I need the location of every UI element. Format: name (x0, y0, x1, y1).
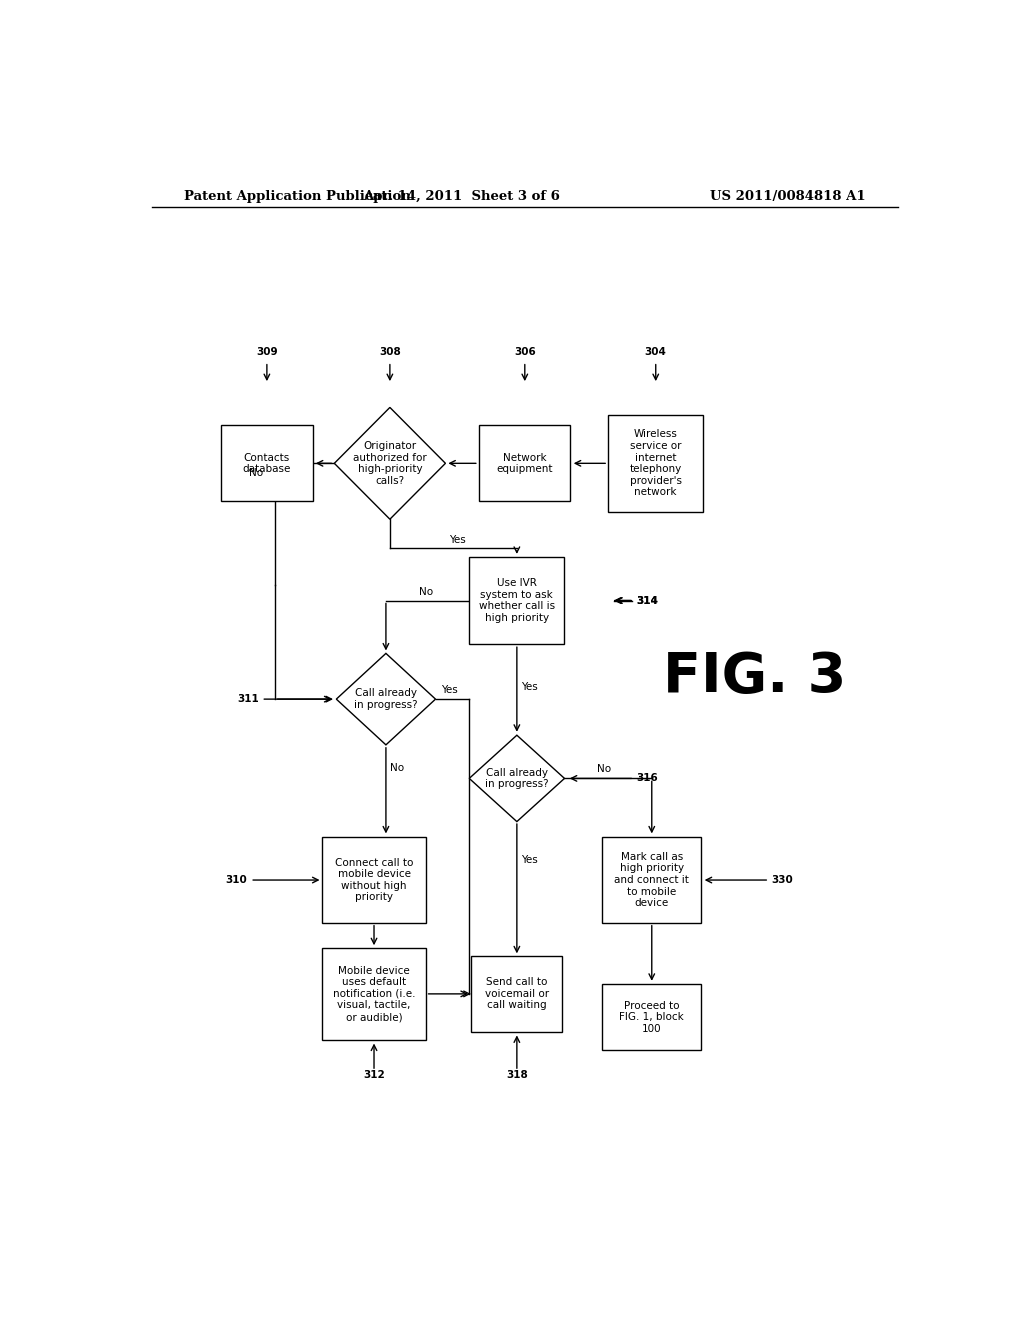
Text: 330: 330 (771, 875, 793, 884)
Text: 310: 310 (225, 875, 247, 884)
FancyBboxPatch shape (602, 837, 701, 923)
Text: 311: 311 (238, 694, 259, 704)
Text: Originator
authorized for
high-priority
calls?: Originator authorized for high-priority … (353, 441, 427, 486)
Text: Yes: Yes (521, 855, 538, 865)
FancyBboxPatch shape (469, 557, 564, 644)
Text: Yes: Yes (441, 685, 458, 696)
Text: 314: 314 (636, 595, 657, 606)
Text: Send call to
voicemail or
call waiting: Send call to voicemail or call waiting (484, 977, 549, 1011)
FancyBboxPatch shape (602, 985, 701, 1051)
Text: Use IVR
system to ask
whether call is
high priority: Use IVR system to ask whether call is hi… (479, 578, 555, 623)
Text: 306: 306 (514, 347, 536, 356)
Text: 318: 318 (506, 1071, 527, 1080)
Polygon shape (469, 735, 564, 821)
FancyBboxPatch shape (608, 414, 703, 512)
Text: Mark call as
high priority
and connect it
to mobile
device: Mark call as high priority and connect i… (614, 851, 689, 908)
Text: No: No (390, 763, 404, 774)
Text: 304: 304 (645, 347, 667, 356)
Text: Proceed to
FIG. 1, block
100: Proceed to FIG. 1, block 100 (620, 1001, 684, 1034)
FancyBboxPatch shape (323, 948, 426, 1040)
Text: No: No (597, 764, 611, 775)
Text: Yes: Yes (449, 535, 466, 545)
Polygon shape (334, 408, 445, 519)
Text: Call already
in progress?: Call already in progress? (354, 688, 418, 710)
FancyBboxPatch shape (221, 425, 312, 502)
Text: US 2011/0084818 A1: US 2011/0084818 A1 (711, 190, 866, 202)
Text: Patent Application Publication: Patent Application Publication (183, 190, 411, 202)
Text: 316: 316 (636, 774, 657, 783)
Text: 312: 312 (364, 1071, 385, 1080)
Text: 314: 314 (636, 595, 657, 606)
FancyBboxPatch shape (323, 837, 426, 923)
Text: No: No (249, 469, 263, 478)
Text: No: No (419, 587, 433, 598)
Polygon shape (336, 653, 435, 744)
Text: Network
equipment: Network equipment (497, 453, 553, 474)
Text: Yes: Yes (521, 682, 538, 692)
Text: Mobile device
uses default
notification (i.e.
visual, tactile,
or audible): Mobile device uses default notification … (333, 966, 416, 1022)
Text: Wireless
service or
internet
telephony
provider's
network: Wireless service or internet telephony p… (630, 429, 682, 498)
Text: Connect call to
mobile device
without high
priority: Connect call to mobile device without hi… (335, 858, 414, 903)
Text: 309: 309 (256, 347, 278, 356)
Text: 308: 308 (379, 347, 400, 356)
FancyBboxPatch shape (479, 425, 570, 502)
Text: Contacts
database: Contacts database (243, 453, 291, 474)
Text: Call already
in progress?: Call already in progress? (485, 768, 549, 789)
Text: Apr. 14, 2011  Sheet 3 of 6: Apr. 14, 2011 Sheet 3 of 6 (362, 190, 560, 202)
Text: FIG. 3: FIG. 3 (664, 649, 847, 704)
FancyBboxPatch shape (471, 956, 562, 1032)
